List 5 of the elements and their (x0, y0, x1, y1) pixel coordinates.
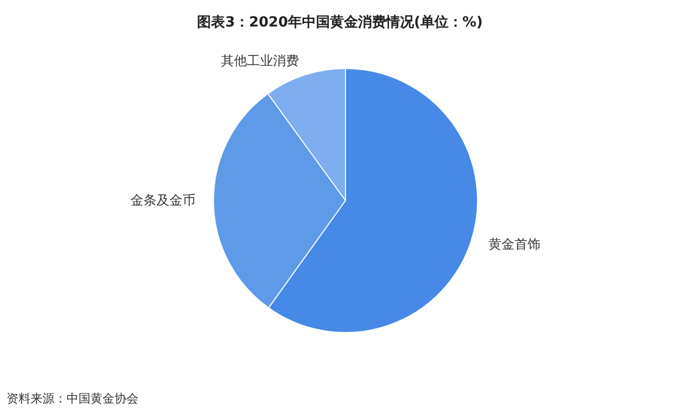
slice-label: 其他工业消费 (221, 54, 300, 70)
slice-label: 黄金首饰 (488, 238, 540, 253)
chart-title: 图表3：2020年中国黄金消费情况(单位：%) (197, 14, 483, 30)
text: 资料来源：中国黄金协会 (6, 392, 138, 406)
slice-label: 金条及金币 (130, 193, 196, 208)
